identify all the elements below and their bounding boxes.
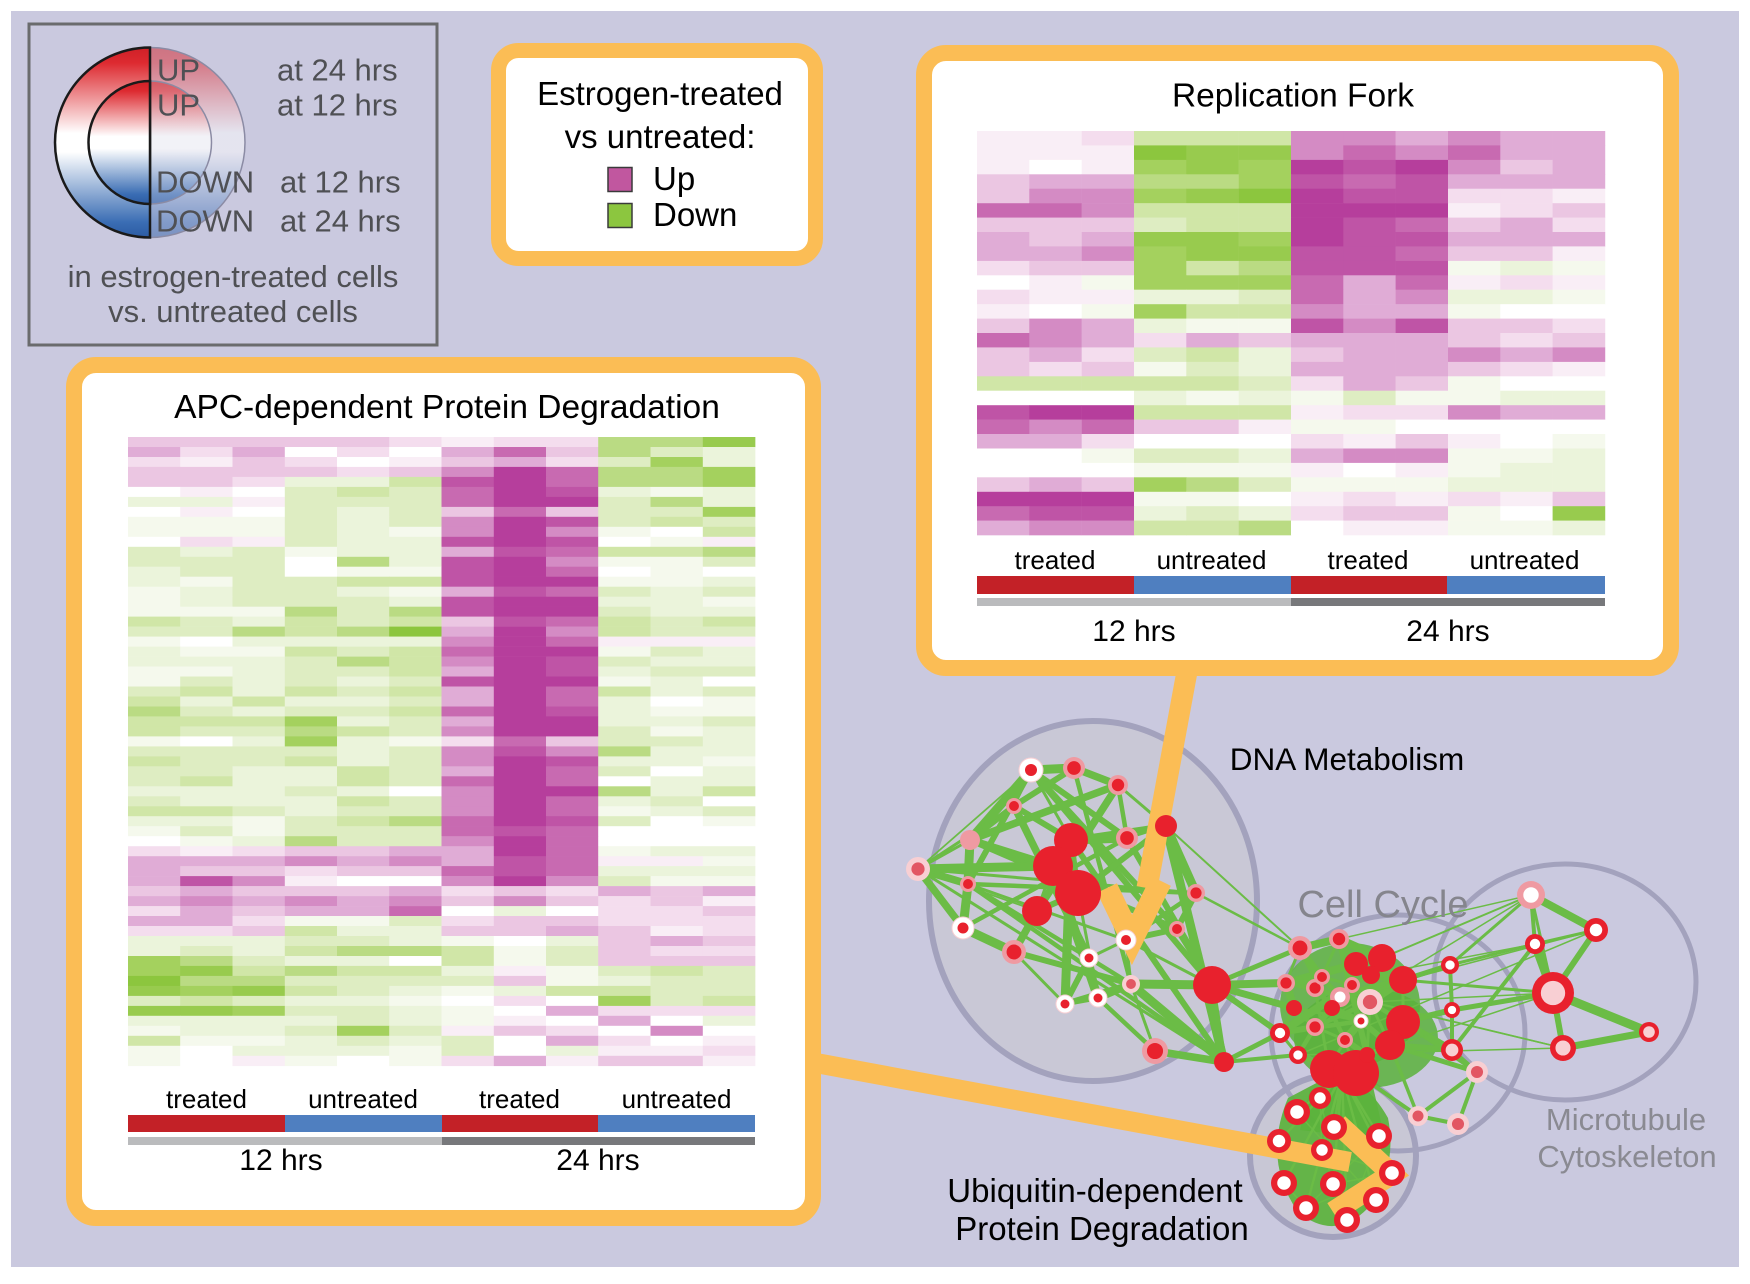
svg-text:DOWN: DOWN [156,165,254,200]
svg-text:treated: treated [1015,545,1096,575]
svg-text:24 hrs: 24 hrs [1406,615,1489,648]
svg-text:APC-dependent Protein Degradat: APC-dependent Protein Degradation [174,389,720,426]
svg-text:at 24 hrs: at 24 hrs [280,204,401,239]
svg-text:DOWN: DOWN [156,204,254,239]
svg-text:treated: treated [1328,545,1409,575]
svg-text:vs untreated:: vs untreated: [565,118,756,155]
svg-text:untreated: untreated [1157,545,1267,575]
svg-text:Down: Down [653,196,737,233]
svg-text:UP: UP [157,53,200,88]
svg-text:treated: treated [166,1084,247,1114]
svg-text:Ubiquitin-dependent: Ubiquitin-dependent [947,1172,1242,1209]
svg-text:vs. untreated cells: vs. untreated cells [108,294,358,329]
svg-text:untreated: untreated [1470,545,1580,575]
svg-text:DNA Metabolism: DNA Metabolism [1230,741,1465,777]
svg-text:Estrogen-treated: Estrogen-treated [537,75,783,112]
svg-text:untreated: untreated [308,1084,418,1114]
svg-text:12 hrs: 12 hrs [239,1144,322,1177]
svg-text:Microtubule: Microtubule [1546,1102,1706,1137]
svg-text:at 24 hrs: at 24 hrs [277,53,398,88]
svg-text:UP: UP [157,88,200,123]
svg-text:treated: treated [479,1084,560,1114]
svg-text:at 12 hrs: at 12 hrs [280,165,401,200]
svg-text:Cytoskeleton: Cytoskeleton [1537,1139,1716,1174]
svg-text:12 hrs: 12 hrs [1092,615,1175,648]
svg-text:Up: Up [653,160,695,197]
svg-text:in estrogen-treated cells: in estrogen-treated cells [68,259,399,294]
svg-text:Replication Fork: Replication Fork [1172,78,1414,115]
svg-text:at 12 hrs: at 12 hrs [277,88,398,123]
svg-text:24 hrs: 24 hrs [556,1144,639,1177]
svg-text:Cell Cycle: Cell Cycle [1297,884,1468,926]
svg-text:untreated: untreated [622,1084,732,1114]
svg-text:Protein Degradation: Protein Degradation [955,1210,1249,1247]
